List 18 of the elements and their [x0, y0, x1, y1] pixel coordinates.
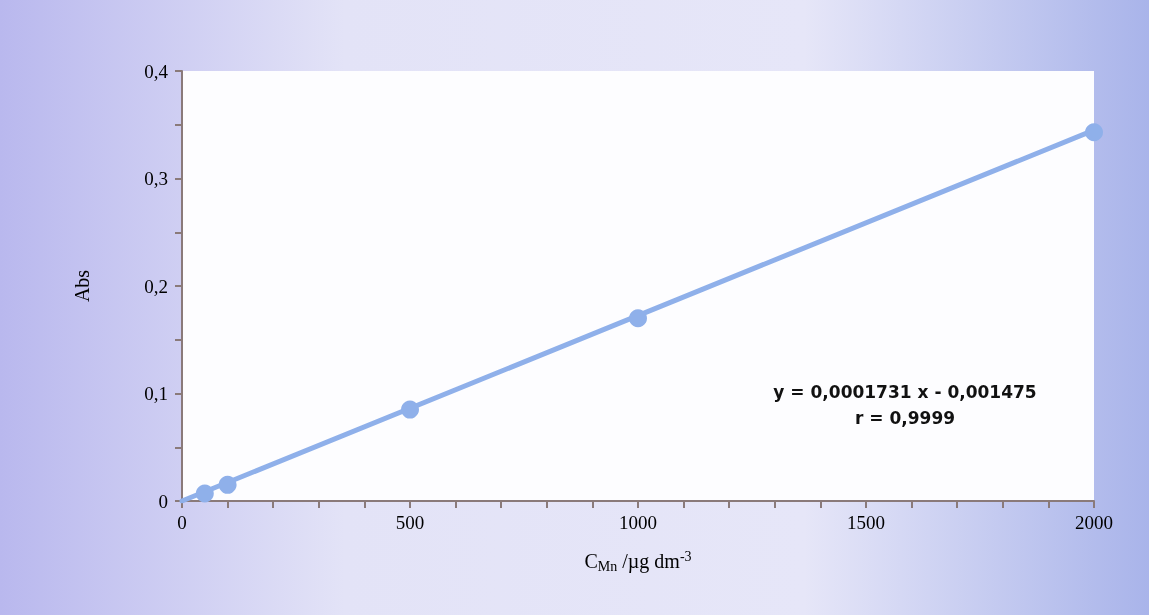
point — [218, 475, 237, 494]
point — [401, 400, 419, 419]
y-axis-title: Abs — [71, 269, 93, 303]
y-tick-label: 0,1 — [144, 383, 168, 404]
x-tick-label: 2000 — [1075, 512, 1113, 533]
x-tick-label: 1500 — [847, 512, 885, 533]
y-tick-label: 0,2 — [144, 275, 168, 297]
point — [629, 309, 647, 328]
y-tick-label: 0,4 — [144, 60, 169, 82]
annotation: y = 0,0001731 x - 0,001475 — [773, 381, 1037, 402]
x-tick-label: 1000 — [619, 512, 657, 533]
x-tick-label: 0 — [177, 512, 187, 533]
point — [1085, 123, 1103, 142]
point — [195, 484, 214, 503]
x-tick-label: 500 — [395, 512, 425, 533]
annotation: r = 0,9999 — [854, 407, 956, 428]
y-tick-label: 0 — [158, 490, 168, 512]
y-tick-label: 0,3 — [144, 168, 168, 189]
